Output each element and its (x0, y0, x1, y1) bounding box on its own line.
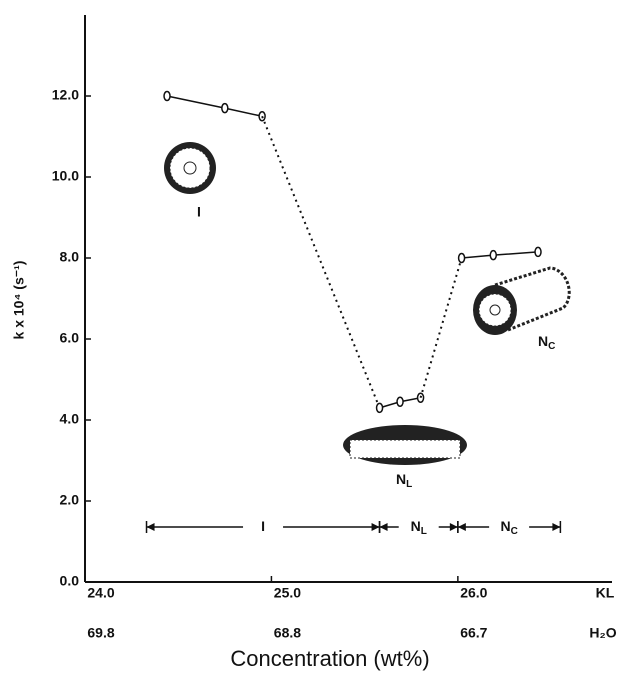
phase-arrowhead (147, 523, 155, 531)
y-tick-label: 6.0 (60, 330, 80, 346)
data-point (535, 247, 541, 256)
x-axis-label: Concentration (wt%) (230, 646, 429, 671)
phase-transition-line (262, 116, 379, 408)
x-tick-label: 26.0 (460, 585, 487, 601)
x-tick-label: 24.0 (87, 585, 114, 601)
y-tick-label: 2.0 (60, 492, 80, 508)
data-point (459, 254, 465, 263)
phase-sub: C (511, 526, 518, 537)
spherical-micelle-icon (164, 142, 216, 194)
series-line (167, 96, 262, 116)
cylindrical-micelle-icon (473, 268, 569, 335)
y-axis-label: k x 10⁴ (s⁻¹) (11, 261, 27, 340)
series-line (462, 252, 538, 258)
data-point (490, 251, 496, 260)
phase-arrowhead (372, 523, 380, 531)
phase-transition-line (421, 258, 462, 398)
phase-arrowhead (450, 523, 458, 531)
x-row-name: H₂O (589, 625, 616, 641)
phase-arrowhead (552, 523, 560, 531)
data-point (222, 104, 228, 113)
x2-tick-label: 69.8 (87, 625, 114, 641)
phase-sub: L (421, 526, 427, 537)
x2-tick-label: 68.8 (274, 625, 301, 641)
y-tick-label: 10.0 (52, 168, 79, 184)
lamellar-micelle-icon (343, 425, 467, 465)
x2-tick-label: 66.7 (460, 625, 487, 641)
phase-arrowhead (458, 523, 466, 531)
y-tick-label: 8.0 (60, 249, 80, 265)
phase-name: N (500, 518, 510, 534)
x-tick-label: 25.0 (274, 585, 301, 601)
data-point (377, 403, 383, 412)
phase-arrowhead (380, 523, 388, 531)
y-tick-label: 4.0 (60, 411, 80, 427)
phase-name: I (261, 518, 265, 534)
y-tick-label: 12.0 (52, 87, 79, 103)
icon-label: I (197, 204, 201, 220)
chart: I NL NC k x 10⁴ (s⁻¹) Concentration (wt%… (0, 0, 625, 673)
icon-label: NL (396, 471, 412, 490)
x-row-name: KL (596, 585, 615, 601)
icon-label: NC (538, 333, 555, 352)
phase-label: I (261, 518, 265, 534)
y-tick-label: 0.0 (60, 573, 80, 589)
data-point (397, 397, 403, 406)
phase-name: N (411, 518, 421, 534)
data-point (164, 92, 170, 101)
